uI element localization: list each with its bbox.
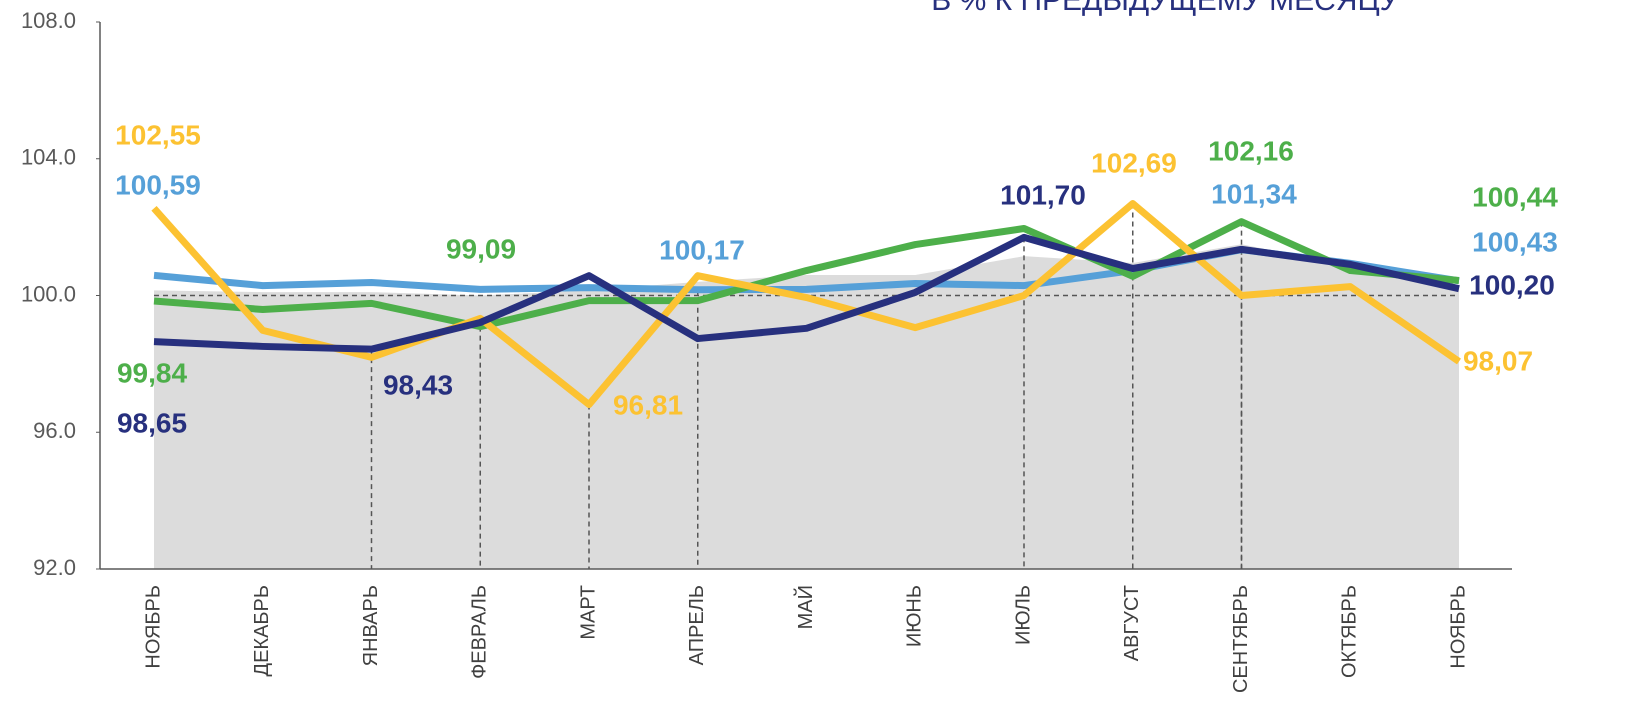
data-label: 102,69	[1091, 147, 1177, 178]
data-label: 102,55	[115, 119, 201, 150]
data-label: 100,43	[1472, 226, 1558, 257]
x-tick-label: ЯНВАРЬ	[360, 585, 382, 666]
x-tick-label: МАРТ	[577, 585, 599, 640]
data-label: 100,44	[1472, 181, 1558, 212]
data-label: 102,16	[1208, 135, 1294, 166]
data-label: 99,84	[117, 357, 187, 388]
x-tick-label: ОКТЯБРЬ	[1339, 585, 1361, 678]
y-tick-label: 92.0	[33, 555, 76, 580]
y-tick-label: 96.0	[33, 418, 76, 443]
line	[151, 200, 1461, 409]
line	[153, 233, 1460, 353]
x-tick-label: ДЕКАБРЬ	[251, 585, 273, 676]
data-label: 100,20	[1469, 269, 1555, 300]
data-label: 96,81	[613, 389, 683, 420]
data-label: 101,34	[1211, 178, 1297, 209]
x-tick-label: ИЮНЬ	[904, 585, 926, 647]
x-tick-label: АВГУСТ	[1121, 585, 1143, 661]
x-tick-label: НОЯБРЬ	[1447, 585, 1469, 669]
data-label: 100,59	[115, 169, 201, 200]
line	[153, 218, 1460, 331]
data-label: 98,65	[117, 407, 187, 438]
x-tick-label: ФЕВРАЛЬ	[469, 585, 491, 679]
data-label: 101,70	[1000, 179, 1086, 210]
y-tick-label: 104.0	[21, 145, 76, 170]
data-label: 98,07	[1463, 345, 1533, 376]
x-tick-label: НОЯБРЬ	[142, 585, 164, 669]
chart-title: В % К ПРЕДЫДУЩЕМУ МЕСЯЦУ	[931, 0, 1399, 17]
x-tick-label: АПРЕЛЬ	[686, 585, 708, 665]
y-tick-label: 100.0	[21, 281, 76, 306]
data-label: 99,09	[446, 233, 516, 264]
x-tick-label: ИЮЛЬ	[1012, 585, 1034, 645]
data-label: 100,17	[659, 234, 745, 265]
x-tick-label: СЕНТЯБРЬ	[1230, 585, 1252, 693]
y-tick-label: 108.0	[21, 8, 76, 33]
x-tick-label: МАЙ	[793, 585, 817, 629]
data-label: 98,43	[383, 369, 453, 400]
